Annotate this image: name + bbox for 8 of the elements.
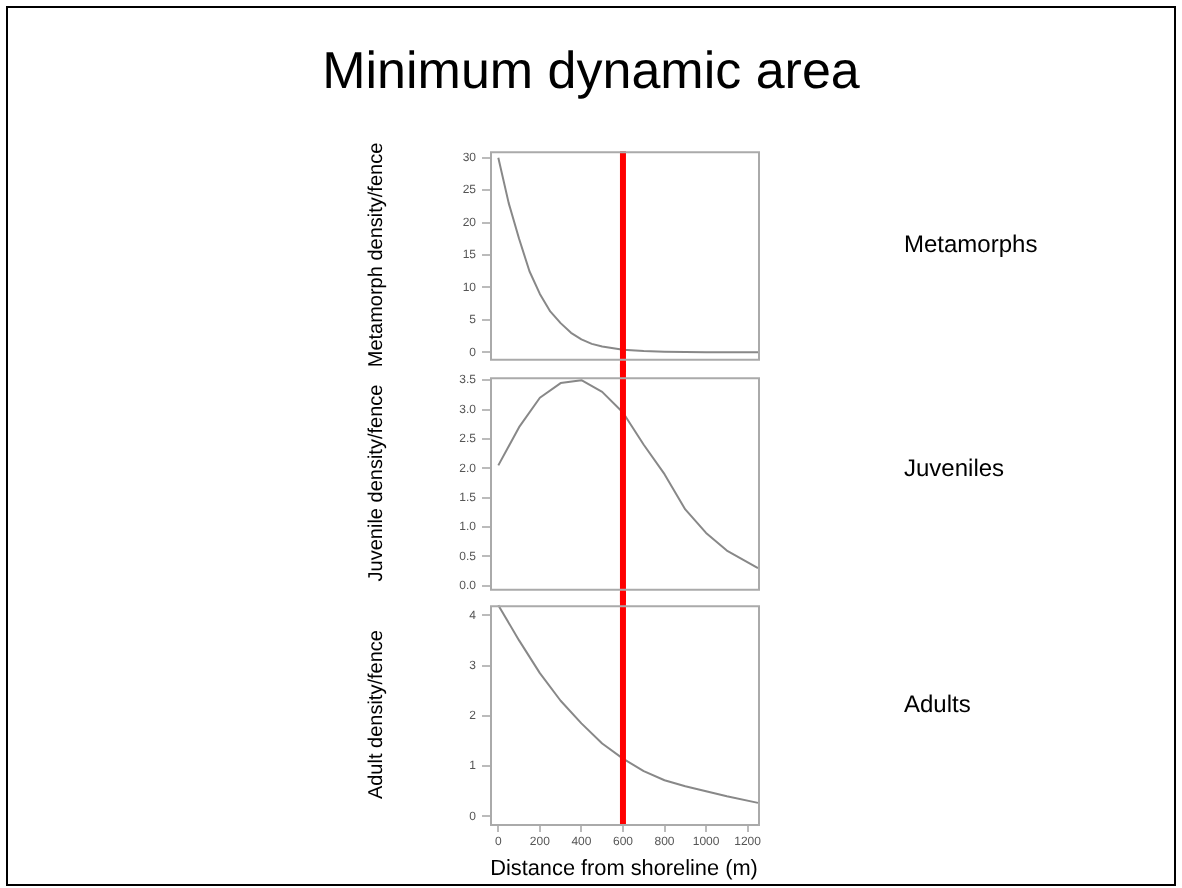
y-axis-title: Juvenile density/fence bbox=[365, 383, 388, 582]
y-axis-title: Adult density/fence bbox=[365, 629, 388, 800]
x-axis-title: Distance from shoreline (m) bbox=[490, 856, 758, 881]
text: Adults bbox=[904, 690, 971, 718]
text: Metamorphs bbox=[904, 230, 1038, 258]
y-axis-title: Metamorph density/fence bbox=[365, 141, 388, 368]
chart-title: Minimum dynamic area bbox=[320, 40, 862, 102]
text: Juveniles bbox=[904, 454, 1005, 482]
